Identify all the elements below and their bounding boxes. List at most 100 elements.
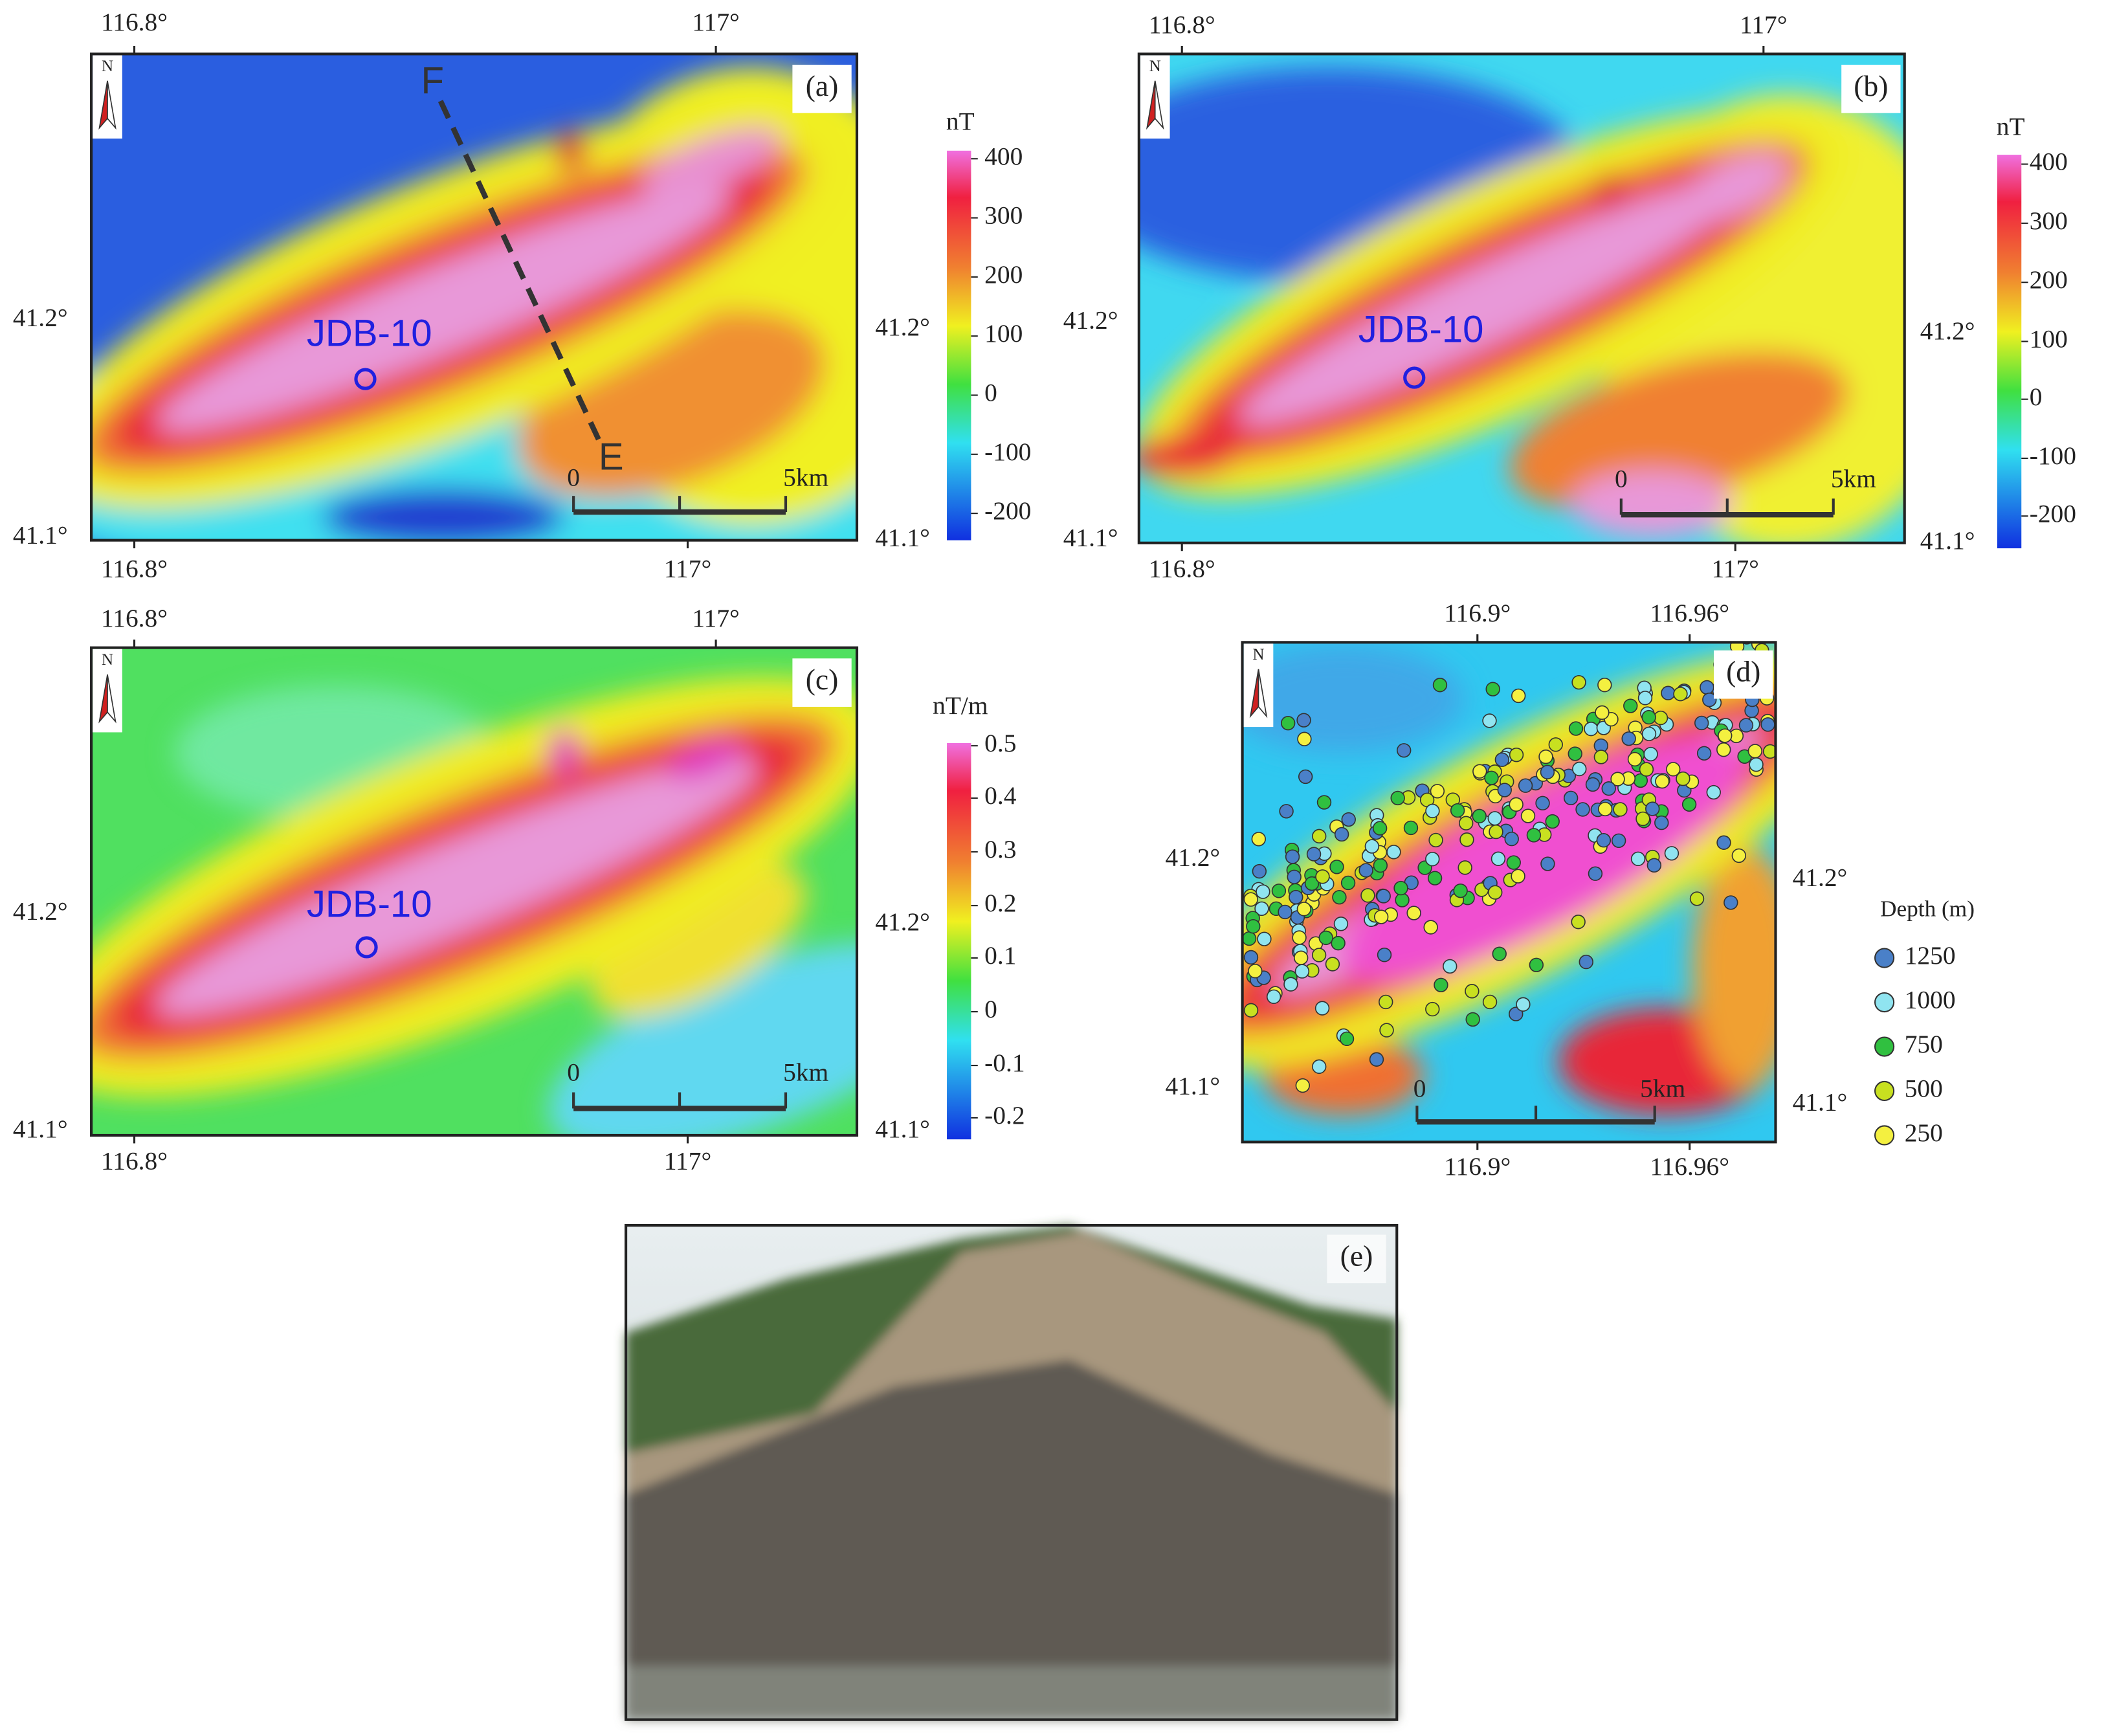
- map-anomalies: [1138, 67, 1905, 543]
- point: [1571, 915, 1586, 929]
- point: [1489, 824, 1503, 840]
- north-label: N: [102, 651, 113, 669]
- point: [1292, 930, 1307, 945]
- point: [1584, 721, 1599, 737]
- point: [1716, 835, 1731, 850]
- point: [1395, 893, 1410, 907]
- annotation: E: [599, 436, 624, 478]
- point: [1487, 811, 1502, 826]
- legend-marker: [1874, 992, 1895, 1013]
- map-image: [1138, 54, 1905, 543]
- well-marker: [355, 936, 378, 959]
- colorbar-tick-label: 0: [2030, 383, 2043, 411]
- point: [1597, 801, 1613, 817]
- point: [1482, 713, 1497, 728]
- right-tick-label: 41.1°: [1920, 526, 1975, 555]
- north-arrow: N: [93, 649, 122, 733]
- well-marker: [354, 368, 377, 390]
- legend-marker: [1874, 1125, 1895, 1146]
- colorbar: [1997, 155, 2022, 549]
- panel-label: (e): [1340, 1239, 1373, 1272]
- top-tick-label: 117°: [692, 8, 739, 36]
- point: [1372, 821, 1388, 836]
- legend-label: 500: [1905, 1074, 1943, 1103]
- point: [1610, 772, 1625, 786]
- top-tick-label: 116.9°: [1444, 599, 1511, 627]
- annotation: JDB-10: [307, 884, 432, 926]
- point: [1297, 731, 1312, 746]
- point: [1294, 964, 1310, 979]
- point: [1637, 691, 1653, 706]
- point: [1296, 713, 1311, 728]
- point: [1465, 1012, 1480, 1027]
- bottom-tick-label: 116.9°: [1444, 1152, 1511, 1181]
- point: [1641, 726, 1657, 742]
- point: [1635, 811, 1650, 827]
- colorbar-unit: nT: [1997, 113, 2025, 141]
- colorbar-tick-label: -200: [984, 496, 1031, 525]
- colorbar-tick-label: -100: [2030, 441, 2076, 470]
- point: [1246, 918, 1261, 934]
- point: [1251, 832, 1266, 847]
- top-tick-label: 116.8°: [1149, 10, 1215, 39]
- point: [1492, 946, 1507, 961]
- point: [1472, 808, 1487, 824]
- point: [1306, 847, 1322, 862]
- point: [1538, 749, 1553, 764]
- point: [1696, 746, 1712, 761]
- point: [1271, 884, 1287, 898]
- bottom-tick-label: 116.96°: [1650, 1152, 1729, 1181]
- point: [1762, 744, 1776, 759]
- point: [1718, 728, 1733, 743]
- right-tick-label: 41.2°: [875, 907, 930, 936]
- panel-label: (d): [1726, 655, 1760, 688]
- point: [1579, 954, 1593, 970]
- point: [1377, 948, 1392, 963]
- anomaly: [1571, 470, 1733, 538]
- point: [1318, 930, 1333, 946]
- point: [1733, 605, 1747, 619]
- colorbar-tick-label: -200: [2030, 499, 2076, 528]
- panel: N 116.8° 117° 116.8° 117° 41.2° 41.1° 41.2° 41.1…: [13, 8, 1032, 583]
- north-arrow-shape: [1154, 80, 1164, 130]
- point: [1430, 784, 1445, 799]
- colorbar-tick-label: 400: [984, 142, 1023, 170]
- anomaly: [1676, 153, 1789, 224]
- point: [1465, 984, 1480, 999]
- right-tick-label: 41.2°: [1920, 317, 1975, 345]
- colorbar-tick-label: -0.2: [984, 1101, 1025, 1130]
- panel-label: (c): [806, 663, 839, 696]
- right-tick-label: 41.1°: [1793, 1087, 1848, 1116]
- colorbar-tick-label: 0: [984, 995, 997, 1023]
- annotation: JDB-10: [307, 313, 432, 355]
- point: [1390, 790, 1405, 806]
- point: [1607, 573, 1621, 586]
- legend-title: Depth (m): [1880, 896, 1975, 922]
- point: [1423, 920, 1438, 935]
- point: [1540, 764, 1555, 780]
- point: [1434, 977, 1448, 993]
- colorbar-tick-label: 200: [984, 260, 1023, 289]
- point: [1358, 863, 1373, 878]
- point: [1315, 869, 1330, 884]
- point: [1643, 746, 1658, 762]
- point: [1316, 795, 1332, 810]
- point: [1243, 950, 1259, 965]
- scale-label: 5km: [783, 1058, 828, 1087]
- point: [1749, 757, 1764, 772]
- point: [1760, 717, 1775, 732]
- top-tick-label: 116.96°: [1650, 599, 1729, 627]
- point: [1601, 781, 1616, 796]
- point: [1254, 901, 1269, 917]
- point: [1488, 885, 1503, 900]
- bottom-tick-label: 117°: [664, 1147, 711, 1175]
- point: [1279, 804, 1294, 819]
- point: [1339, 1031, 1355, 1047]
- top-tick-label: 117°: [1740, 10, 1787, 39]
- point: [1425, 803, 1440, 819]
- point: [1298, 769, 1313, 785]
- bottom-tick-label: 116.8°: [101, 1147, 168, 1175]
- colorbar-tick-label: 300: [984, 201, 1023, 230]
- point: [1403, 820, 1419, 836]
